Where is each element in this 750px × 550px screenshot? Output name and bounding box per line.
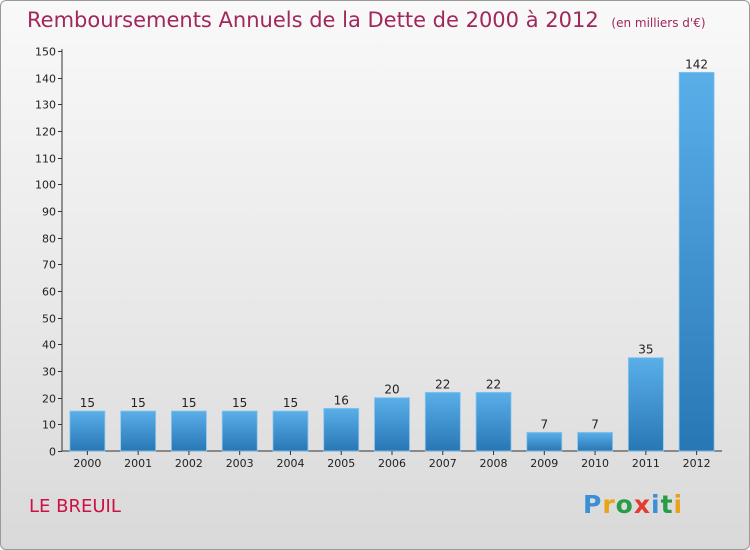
x-tick-label: 2001 xyxy=(124,457,152,470)
logo-letter: x xyxy=(633,490,651,519)
bar-2003 xyxy=(221,410,258,452)
data-label: 22 xyxy=(435,377,450,391)
bar-2010 xyxy=(577,431,613,452)
x-tick-label: 2002 xyxy=(175,457,203,470)
y-tick-label: 80 xyxy=(42,233,56,246)
bar-2001 xyxy=(120,410,157,452)
x-tick-label: 2008 xyxy=(480,457,508,470)
x-tick-label: 2005 xyxy=(327,457,355,470)
y-tick-label: 130 xyxy=(35,99,56,112)
x-tick-label: 2012 xyxy=(683,457,711,470)
data-label: 7 xyxy=(540,417,548,431)
x-tick-label: 2007 xyxy=(429,457,457,470)
x-tick-label: 2006 xyxy=(378,457,406,470)
data-label: 20 xyxy=(384,383,399,397)
data-label: 142 xyxy=(685,57,708,71)
logo-letter: i xyxy=(651,490,661,519)
bar-2011 xyxy=(627,357,664,452)
logo-letter: r xyxy=(602,490,616,519)
data-label: 15 xyxy=(80,396,95,410)
bar-2006 xyxy=(374,397,410,452)
y-tick-label: 30 xyxy=(42,366,56,379)
bar-2008 xyxy=(475,391,512,452)
bar-2009 xyxy=(526,431,563,452)
bar-2012 xyxy=(678,71,715,452)
bar-2004 xyxy=(272,410,309,452)
y-tick-label: 10 xyxy=(42,419,56,432)
x-tick-label: 2000 xyxy=(73,457,101,470)
y-tick-label: 150 xyxy=(35,46,56,59)
logo-letter: o xyxy=(615,490,634,519)
data-label: 22 xyxy=(486,377,501,391)
data-label: 35 xyxy=(638,343,653,357)
x-tick-label: 2010 xyxy=(581,457,609,470)
chart-unit: (en milliers d'€) xyxy=(611,16,706,30)
y-tick-label: 90 xyxy=(42,206,56,219)
bar-2002 xyxy=(171,410,207,452)
logo-letter: i xyxy=(673,490,684,519)
proxiti-logo: Proxiti xyxy=(583,490,683,519)
y-tick-label: 140 xyxy=(35,73,56,86)
data-label: 15 xyxy=(232,396,247,410)
logo-letter: t xyxy=(660,490,674,519)
y-tick-label: 100 xyxy=(35,179,56,192)
data-label: 15 xyxy=(181,396,196,410)
chart-title: Remboursements Annuels de la Dette de 20… xyxy=(27,8,706,32)
y-tick-label: 120 xyxy=(35,126,56,139)
data-label: 15 xyxy=(131,396,146,410)
x-tick-label: 2003 xyxy=(226,457,254,470)
y-tick-label: 110 xyxy=(35,153,56,166)
data-label: 15 xyxy=(283,396,298,410)
y-tick-label: 70 xyxy=(42,259,56,272)
y-tick-label: 20 xyxy=(42,393,56,406)
x-tick-label: 2009 xyxy=(530,457,558,470)
y-tick-label: 50 xyxy=(42,313,56,326)
bar-2007 xyxy=(424,391,461,452)
x-tick-label: 2004 xyxy=(276,457,304,470)
bar-2005 xyxy=(323,407,360,452)
y-tick-label: 0 xyxy=(49,446,56,459)
logo-letter: P xyxy=(583,490,603,519)
data-label: 16 xyxy=(334,393,349,407)
y-tick-label: 60 xyxy=(42,286,56,299)
chart-title-text: Remboursements Annuels de la Dette de 20… xyxy=(27,8,599,32)
commune-name: LE BREUIL xyxy=(29,496,121,517)
y-tick-label: 40 xyxy=(42,339,56,352)
x-tick-label: 2011 xyxy=(632,457,660,470)
bar-2000 xyxy=(69,410,106,452)
data-label: 7 xyxy=(591,417,599,431)
